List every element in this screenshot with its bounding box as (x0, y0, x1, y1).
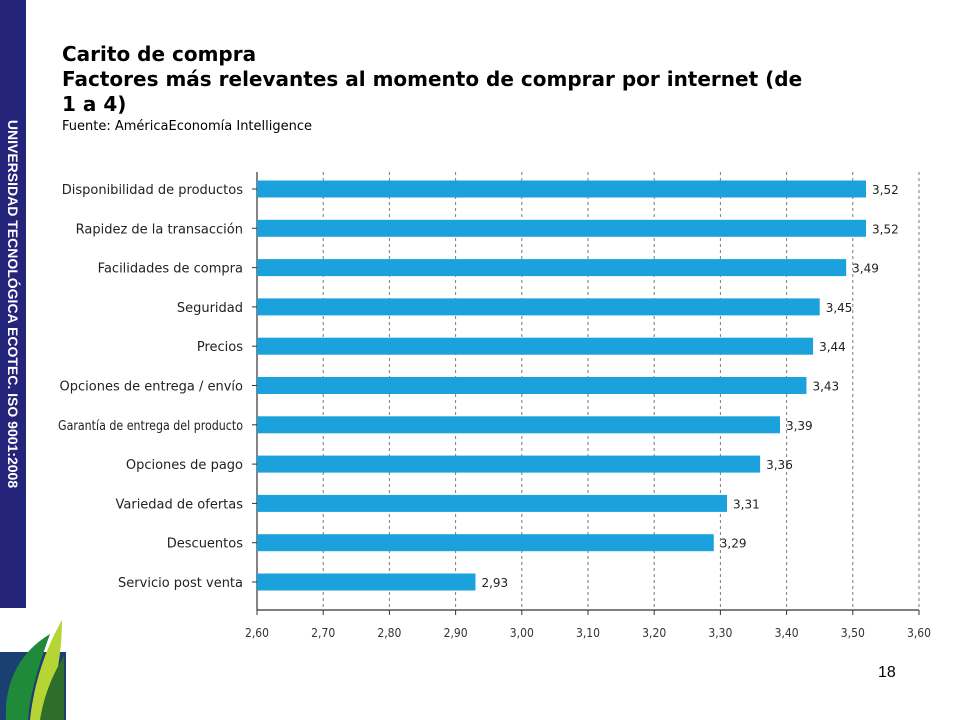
source-note: Fuente: AméricaEconomía Intelligence (62, 119, 312, 134)
bar (257, 298, 820, 316)
value-label: 3,31 (733, 497, 760, 511)
bar (257, 573, 476, 591)
category-label: Servicio post venta (118, 576, 243, 591)
value-label: 3,39 (786, 419, 813, 433)
x-tick-label: 3,40 (775, 626, 799, 640)
category-label: Garantía de entrega del producto (58, 419, 243, 434)
bar (257, 377, 807, 394)
category-label: Facilidades de compra (98, 262, 243, 277)
bar (257, 455, 761, 473)
bar (257, 534, 714, 552)
bar-chart: 2,60 2,70 2,80 2,90 3,00 3,10 3,20 3,30 3,40 3,50… (58, 172, 931, 640)
category-label: Opciones de entrega / envío (60, 380, 244, 395)
category-label: Opciones de pago (126, 458, 243, 473)
slide-title: Carito de compra (62, 42, 257, 66)
bar (257, 180, 867, 198)
category-label: Rapidez de la transacción (76, 222, 243, 237)
value-label: 3,52 (872, 222, 899, 236)
value-label: 3,36 (766, 458, 793, 472)
value-label: 3,29 (720, 537, 747, 551)
bar (257, 337, 814, 355)
x-tick-label: 2,90 (444, 626, 468, 640)
side-band: UNIVERSIDAD TECNOLÓGICA ECOTEC. ISO 9001… (0, 0, 26, 608)
x-tick-label: 3,60 (907, 626, 931, 640)
x-tick-label: 2,70 (311, 626, 335, 640)
value-label: 2,93 (481, 576, 508, 590)
category-label: Variedad de ofertas (116, 497, 244, 512)
x-tick-label: 3,30 (708, 626, 732, 640)
chart-title: Factores más relevantes al momento de co… (62, 67, 803, 116)
x-tick-label: 3,50 (841, 626, 865, 640)
bar (257, 416, 780, 434)
value-label: 3,44 (819, 340, 846, 354)
category-label: Precios (197, 340, 243, 355)
bar (257, 219, 867, 237)
bar (257, 494, 728, 512)
x-tick-label: 2,60 (245, 626, 269, 640)
category-label: Disponibilidad de productos (62, 183, 243, 198)
category-label: Seguridad (177, 301, 243, 316)
x-tick-label: 2,80 (377, 626, 401, 640)
x-tick-label: 3,10 (576, 626, 600, 640)
title-block: Carito de compra Factores más relevantes… (62, 42, 922, 134)
x-tick-label: 3,00 (510, 626, 534, 640)
category-label: Descuentos (167, 537, 243, 552)
value-label: 3,43 (812, 380, 839, 394)
value-label: 3,45 (826, 301, 853, 315)
page-number: 18 (878, 664, 896, 681)
value-label: 3,49 (852, 262, 879, 276)
bar (257, 259, 847, 277)
value-label: 3,52 (872, 183, 899, 197)
leaf-logo (0, 620, 66, 720)
x-tick-label: 3,20 (642, 626, 666, 640)
